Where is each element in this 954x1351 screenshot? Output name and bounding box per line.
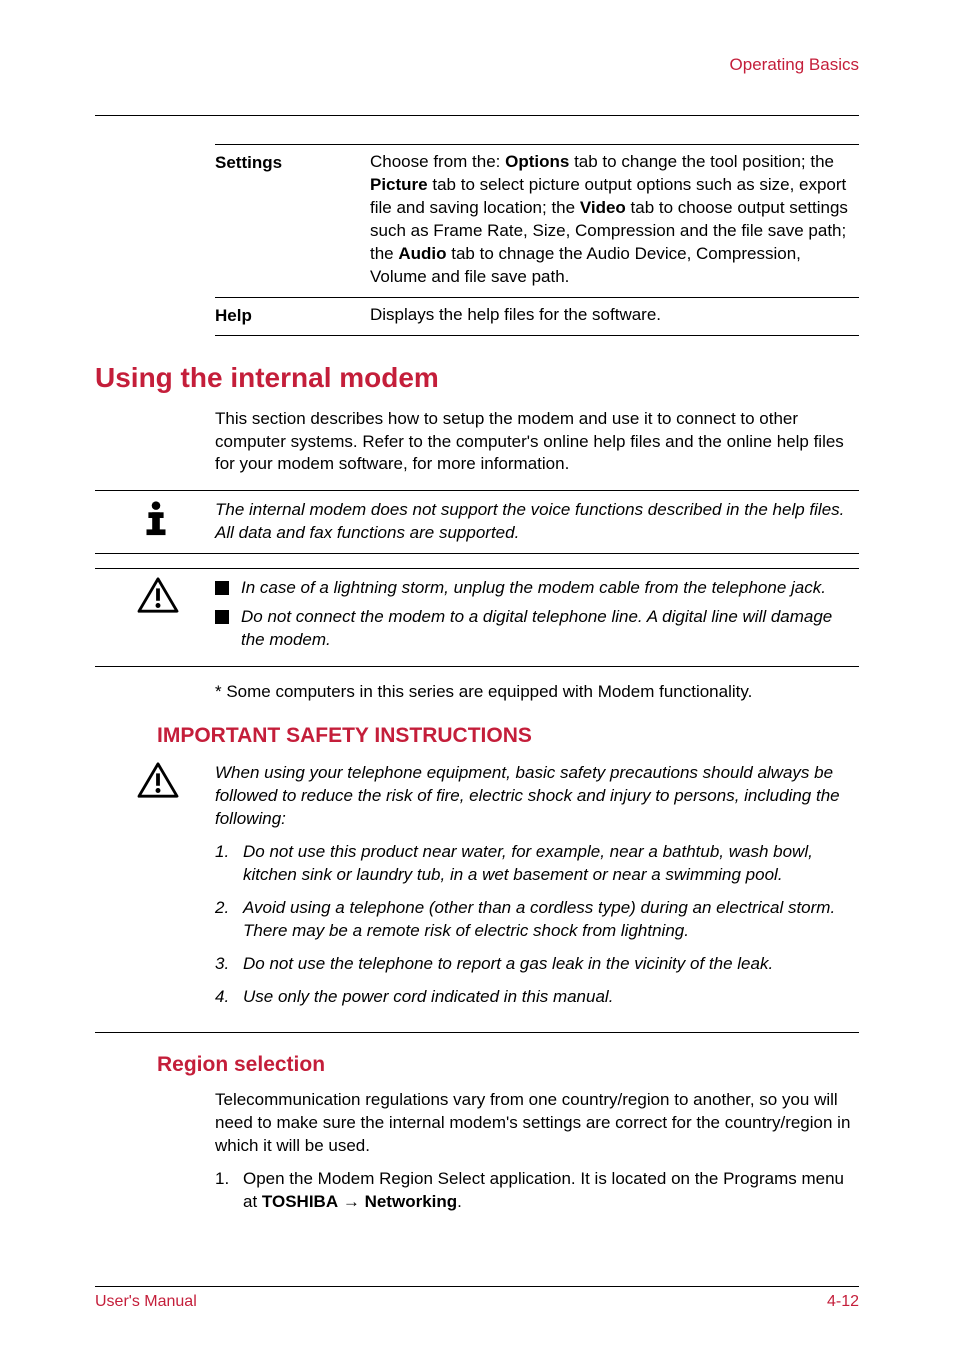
info-note-block: The internal modem does not support the … [95,490,859,554]
list-item: In case of a lightning storm, unplug the… [215,577,859,600]
list-item: Do not connect the modem to a digital te… [215,606,859,652]
heading-region: Region selection [157,1053,859,1077]
list-item: 1.Do not use this product near water, fo… [215,841,859,887]
table-row: Help Displays the help files for the sof… [215,297,859,336]
arrow-icon: → [343,1192,360,1211]
safety-content: When using your telephone equipment, bas… [215,762,859,1018]
info-icon [95,499,215,537]
num-4: 4. [215,986,243,1009]
rs1: TOSHIBA [262,1192,338,1211]
warn-bullet-0: In case of a lightning storm, unplug the… [241,577,826,600]
heading-using-modem: Using the internal modem [95,362,859,394]
table-desc-help: Displays the help files for the software… [370,304,859,327]
bullet-icon [215,610,229,624]
t0p0: Choose from the: [370,152,505,171]
region-step-1: Open the Modem Region Select application… [243,1168,859,1214]
num-3: 3. [215,953,243,976]
num-1: 1. [215,1168,243,1214]
warn-bullet-1: Do not connect the modem to a digital te… [241,606,859,652]
intro-text: This section describes how to setup the … [215,408,859,477]
t0p7: Audio [398,244,446,263]
safety-item-0: Do not use this product near water, for … [243,841,859,887]
header-rule [95,115,859,116]
list-item: 2.Avoid using a telephone (other than a … [215,897,859,943]
rs4: . [457,1192,462,1211]
table-term-settings: Settings [215,151,370,173]
warning-block-1: In case of a lightning storm, unplug the… [95,568,859,667]
num-2: 2. [215,897,243,943]
list-item: 4.Use only the power cord indicated in t… [215,986,859,1009]
table-row: Settings Choose from the: Options tab to… [215,144,859,297]
warning-icon [95,577,215,615]
safety-item-2: Do not use the telephone to report a gas… [243,953,773,976]
t0p3: Picture [370,175,428,194]
t0p1: Options [505,152,569,171]
t0p5: Video [580,198,626,217]
t0p2: tab to change the tool position; the [569,152,834,171]
page-footer: User's Manual 4-12 [95,1286,859,1311]
table-desc-settings: Choose from the: Options tab to change t… [370,151,859,289]
warning-bullets: In case of a lightning storm, unplug the… [215,577,859,658]
safety-intro: When using your telephone equipment, bas… [215,762,859,831]
region-intro: Telecommunication regulations vary from … [215,1089,859,1158]
bullet-icon [215,581,229,595]
rs3: Networking [365,1192,458,1211]
footer-left: User's Manual [95,1293,197,1311]
safety-item-3: Use only the power cord indicated in thi… [243,986,613,1009]
footnote-text: * Some computers in this series are equi… [215,681,859,704]
info-note-text: The internal modem does not support the … [215,499,859,545]
warning-block-2: When using your telephone equipment, bas… [95,762,859,1033]
definition-table: Settings Choose from the: Options tab to… [215,144,859,336]
list-item: 1. Open the Modem Region Select applicat… [215,1168,859,1214]
header-section: Operating Basics [95,55,859,75]
list-item: 3.Do not use the telephone to report a g… [215,953,859,976]
heading-safety: IMPORTANT SAFETY INSTRUCTIONS [157,724,859,748]
safety-item-1: Avoid using a telephone (other than a co… [243,897,859,943]
num-1: 1. [215,841,243,887]
footer-right: 4-12 [827,1293,859,1311]
warning-icon [95,762,215,800]
table-term-help: Help [215,304,370,326]
